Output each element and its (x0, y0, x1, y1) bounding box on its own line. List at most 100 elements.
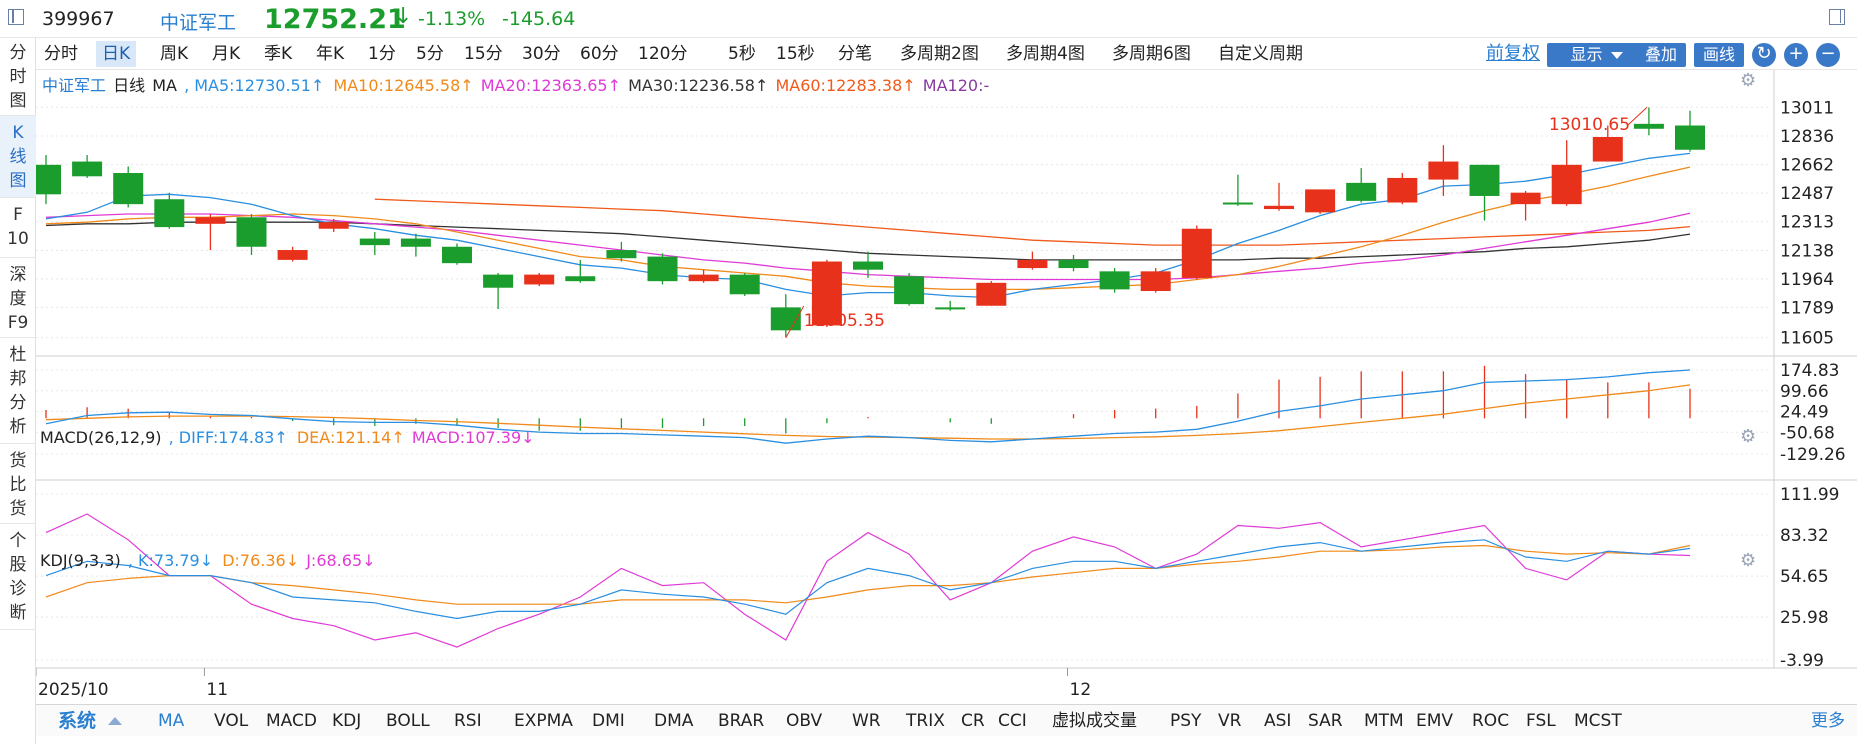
chart-svg[interactable]: 13011 12836 12662 12487 12313 12138 11964 11789… (31, 70, 1857, 704)
indicator-rsi[interactable]: RSI (454, 711, 482, 731)
stock-code: 399967 (42, 8, 115, 30)
indicator-macd[interactable]: MACD (266, 711, 317, 731)
period-timeshare[interactable]: 分时 (44, 44, 78, 64)
indicator-expma[interactable]: EXPMA (514, 711, 573, 731)
period-multi-4[interactable]: 多周期4图 (1006, 44, 1085, 64)
indicator-mcst[interactable]: MCST (1574, 711, 1622, 731)
candle-body (72, 161, 103, 177)
period-5min[interactable]: 5分 (416, 44, 444, 64)
indicator-dmi[interactable]: DMI (592, 711, 625, 731)
indicator-fsl[interactable]: FSL (1526, 711, 1556, 731)
y-tick-label: 12138 (1780, 241, 1834, 261)
overlay-button[interactable]: 叠加 (1636, 43, 1686, 67)
candle-body (236, 217, 267, 247)
indicator-ma[interactable]: MA (158, 711, 185, 731)
period-weekly[interactable]: 周K (160, 44, 189, 64)
indicator-cci[interactable]: CCI (998, 711, 1027, 731)
period-30min[interactable]: 30分 (522, 44, 561, 64)
period-quarterly[interactable]: 季K (264, 44, 293, 64)
side-tab-timeshare[interactable]: 分 时 图 (0, 38, 36, 116)
y-tick-label: -129.26 (1780, 445, 1846, 465)
legend-ma60: MA60:12283.38↑ (775, 76, 916, 95)
draw-button[interactable]: 画线 (1694, 43, 1744, 67)
indicator-dma[interactable]: DMA (654, 711, 694, 731)
side-tab-diagnosis[interactable]: 个 股 诊 断 (0, 524, 36, 630)
chevron-down-icon (1610, 52, 1623, 59)
candle-body (1017, 259, 1048, 269)
zoom-in-icon[interactable]: + (1784, 43, 1808, 67)
kdj-legend: KDJ(9,3,3) , K:73.79↓ D:76.36↓ J:68.65↓ (40, 551, 378, 570)
indicator-mtm[interactable]: MTM (1364, 711, 1404, 731)
period-monthly[interactable]: 月K (212, 44, 241, 64)
legend-ma120: MA120:- (922, 76, 990, 95)
period-15min[interactable]: 15分 (464, 44, 503, 64)
period-120min[interactable]: 120分 (638, 44, 688, 64)
display-button[interactable]: 显示 (1547, 43, 1646, 67)
candle-body (935, 307, 966, 310)
period-5sec[interactable]: 5秒 (728, 44, 756, 64)
more-link[interactable]: 更多 (1811, 711, 1845, 731)
indicator-kdj[interactable]: KDJ (332, 711, 362, 731)
y-tick-label: 11964 (1780, 270, 1834, 290)
period-15sec[interactable]: 15秒 (776, 44, 815, 64)
period-yearly[interactable]: 年K (316, 44, 345, 64)
system-tab[interactable]: 系统 (58, 710, 97, 732)
gear-icon[interactable]: ⚙ (1740, 550, 1757, 571)
side-tab-f9[interactable]: 深 度 F9 (0, 258, 36, 338)
indicator-emv[interactable]: EMV (1416, 711, 1454, 731)
y-tick-label: 99.66 (1780, 382, 1829, 402)
adjust-select[interactable]: 前复权 (1486, 43, 1540, 64)
indicator-psy[interactable]: PSY (1170, 711, 1202, 731)
x-tick-label: 11 (206, 680, 228, 700)
period-multi-2[interactable]: 多周期2图 (900, 44, 979, 64)
candle-body (1675, 125, 1705, 150)
y-tick-label: -50.68 (1780, 423, 1835, 443)
indicator-asi[interactable]: ASI (1264, 711, 1292, 731)
side-tab-kline[interactable]: K 线 图 (0, 116, 36, 198)
candle-body (113, 173, 144, 205)
candle-body (1222, 202, 1253, 205)
y-tick-label: 24.49 (1780, 403, 1829, 423)
y-tick-label: 12487 (1780, 184, 1834, 204)
period-60min[interactable]: 60分 (580, 44, 619, 64)
period-1min[interactable]: 1分 (368, 44, 396, 64)
legend-ma5: , MA5:12730.51↑ (184, 76, 325, 95)
indicator-vr[interactable]: VR (1218, 711, 1242, 731)
window-icon[interactable] (8, 9, 24, 25)
current-price: 12752.21 (264, 4, 406, 35)
legend-name: 中证军工 (42, 76, 107, 95)
indicator-roc[interactable]: ROC (1472, 711, 1510, 731)
chart-area[interactable]: 13011 12836 12662 12487 12313 12138 11964 11789… (31, 70, 1857, 704)
indicator-vol[interactable]: VOL (214, 711, 249, 731)
y-tick-label: 111.99 (1780, 485, 1839, 505)
refresh-icon[interactable]: ↻ (1752, 43, 1776, 67)
legend-period: 日线 (113, 76, 146, 95)
period-daily[interactable]: 日K (96, 41, 137, 67)
period-toolbar: 分时 日K 周K 月K 季K 年K 1分 5分 15分 30分 60分 120分… (36, 38, 1857, 70)
gear-icon[interactable]: ⚙ (1740, 426, 1757, 447)
period-custom[interactable]: 自定义周期 (1218, 44, 1303, 64)
kdj-d: D:76.36↓ (222, 551, 300, 570)
indicator-sar[interactable]: SAR (1308, 711, 1343, 731)
indicator-trix[interactable]: TRIX (906, 711, 945, 731)
panel-toggle-icon[interactable] (1829, 9, 1845, 25)
kdj-name: KDJ(9,3,3) (40, 551, 121, 570)
indicator-boll[interactable]: BOLL (386, 711, 430, 731)
candle-body (647, 256, 678, 282)
indicator-wr[interactable]: WR (852, 711, 881, 731)
side-tab-compare[interactable]: 货 比 货 (0, 444, 36, 524)
side-tab-f10[interactable]: F 10 (0, 198, 36, 258)
period-tick[interactable]: 分笔 (838, 44, 872, 64)
indicator-cr[interactable]: CR (961, 711, 985, 731)
indicator-虚拟成交量[interactable]: 虚拟成交量 (1052, 711, 1137, 731)
percent-change: -1.13% (418, 8, 486, 30)
chevron-up-icon[interactable] (108, 717, 122, 725)
stock-name[interactable]: 中证军工 (160, 12, 237, 34)
legend-ma30: MA30:12236.58↑ (628, 76, 769, 95)
indicator-brar[interactable]: BRAR (718, 711, 765, 731)
zoom-out-icon[interactable]: − (1816, 43, 1840, 67)
side-tab-dupont[interactable]: 杜 邦 分 析 (0, 338, 36, 444)
indicator-obv[interactable]: OBV (786, 711, 823, 731)
gear-icon[interactable]: ⚙ (1740, 70, 1757, 91)
period-multi-6[interactable]: 多周期6图 (1112, 44, 1191, 64)
